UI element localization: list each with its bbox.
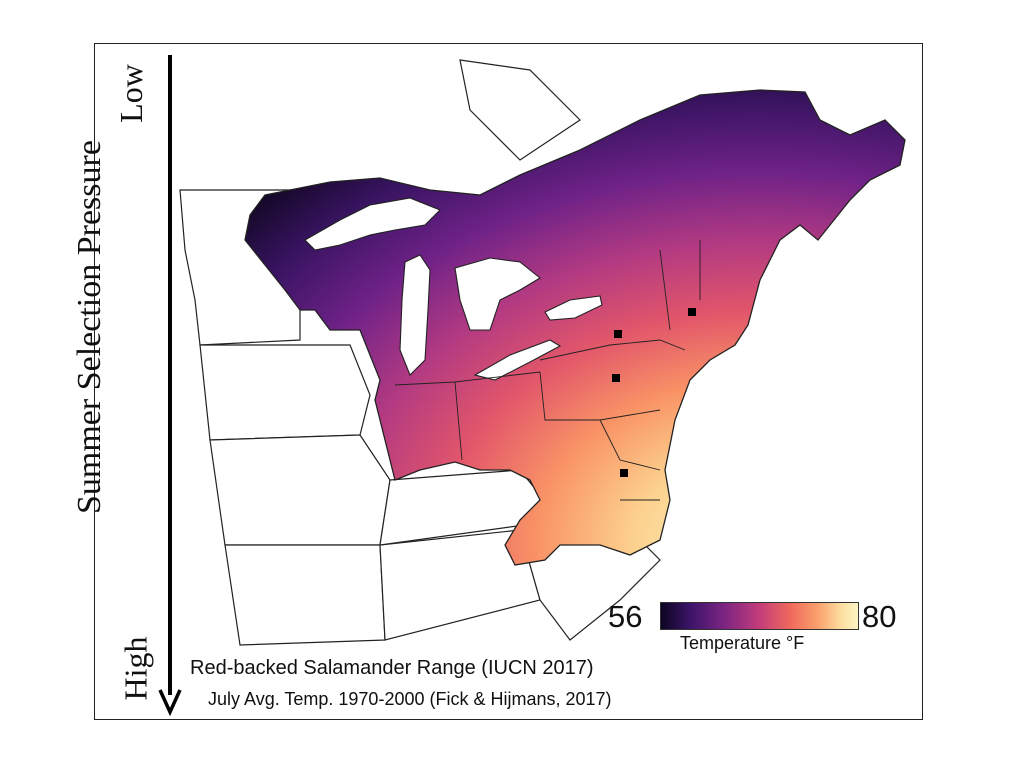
legend-gradient [660,602,859,630]
legend-bar [660,602,859,630]
legend-min-value: 56 [608,599,643,634]
selection-arrow [158,55,182,717]
caption-range: Red-backed Salamander Range (IUCN 2017) [190,657,594,679]
legend-max-value: 80 [862,599,897,634]
axis-low-label: Low [112,64,149,123]
legend-title: Temperature °F [680,633,805,653]
caption-temperature: July Avg. Temp. 1970-2000 (Fick & Hijman… [208,689,612,709]
lake-superior [304,197,441,251]
lake-huron [454,257,541,331]
lake-ontario [544,295,603,321]
axis-high-label: High [117,636,154,701]
axis-title: Summer Selection Pressure [71,140,108,514]
lake-michigan [399,254,431,376]
salamander-range [244,89,906,566]
lake-erie [473,339,562,381]
